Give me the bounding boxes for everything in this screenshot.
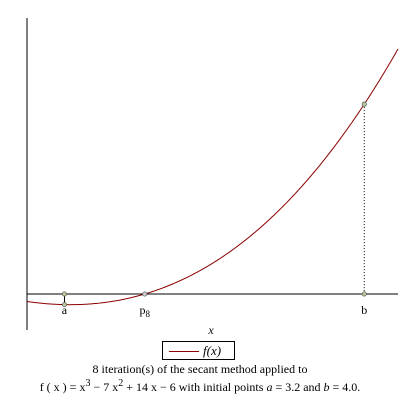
series-layer xyxy=(26,48,399,306)
caption-line-1: 8 iteration(s) of the secant method appl… xyxy=(92,362,308,376)
legend-label: f(x) xyxy=(203,343,222,358)
caption-line-2: f ( x ) = x3 − 7 x2 + 14 x − 6 with init… xyxy=(0,377,400,394)
caption-rest: + 14 x − 6 with initial points xyxy=(123,380,267,394)
caption-b-name: b xyxy=(323,380,330,394)
caption-function-prefix: f ( x ) = x xyxy=(39,380,86,394)
x-tick-label-2: b xyxy=(361,303,367,317)
point-b-curve xyxy=(361,101,367,107)
caption-exponent-3: 3 xyxy=(85,378,91,389)
legend: f(x) xyxy=(162,341,235,360)
point-a-axis xyxy=(61,291,68,297)
point-a-curve xyxy=(61,302,68,308)
caption-term-7x: − 7 x xyxy=(90,380,119,394)
x-tick-label-1: p8 xyxy=(139,303,150,319)
caption-b-value: = 4.0. xyxy=(329,380,361,394)
x-axis-label: x xyxy=(207,323,214,337)
series-line-f xyxy=(26,48,399,306)
caption-a-value: = 3.2 and xyxy=(272,380,324,394)
point-p8-root xyxy=(142,291,148,297)
caption-exponent-2: 2 xyxy=(118,378,124,389)
x-tick-label-0: a xyxy=(62,303,68,317)
caption-a-name: a xyxy=(266,380,273,394)
legend-swatch xyxy=(169,351,199,352)
marks-layer: a p8 b xyxy=(61,101,367,319)
point-b-axis xyxy=(361,291,367,297)
